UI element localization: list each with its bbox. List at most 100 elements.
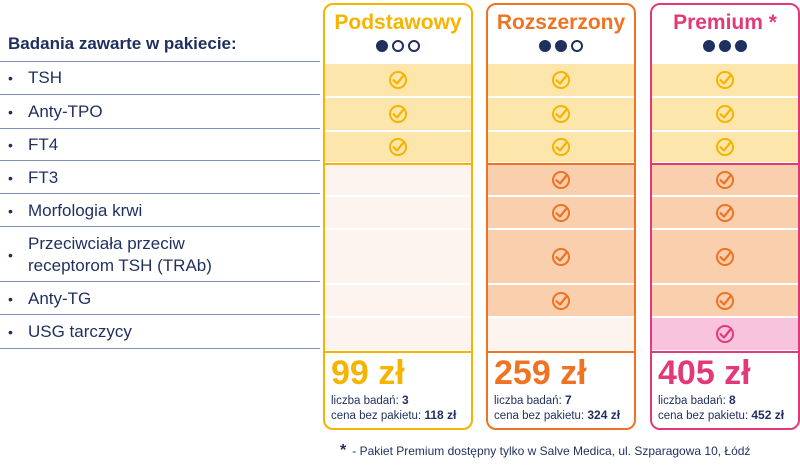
package-level-dots [488, 40, 634, 52]
test-row: • FT4 [0, 130, 320, 161]
table-heading: Badania zawarte w pakiecie: [8, 34, 237, 53]
package-header: Rozszerzony [488, 5, 634, 63]
section-divider [488, 351, 634, 353]
test-row: • Anty-TPO [0, 96, 320, 129]
price-box: 405 zł liczba badań: 8 cena bez pakietu: 4… [658, 353, 792, 423]
section-divider [652, 351, 798, 353]
bullet-icon: • [8, 169, 13, 186]
package-cell [652, 230, 798, 284]
test-label: FT3 [28, 167, 59, 187]
test-row: • TSH [0, 62, 320, 95]
check-icon [552, 170, 570, 189]
check-icon [716, 71, 734, 89]
test-row: • Morfologia krwi [0, 195, 320, 227]
bullet-icon: • [8, 104, 13, 120]
level-dot-icon [571, 40, 583, 52]
package-cell [488, 64, 634, 97]
bullet-icon: • [8, 202, 13, 219]
full-price-label: cena bez pakietu: [658, 410, 749, 422]
test-count-value: 8 [728, 393, 736, 407]
package-cell [488, 197, 634, 229]
test-label: TSH [28, 68, 62, 87]
full-price-value: 452 zł [751, 408, 785, 422]
package-level-dots [652, 40, 798, 52]
test-row: • Anty-TG [0, 283, 320, 315]
package-cell [488, 230, 634, 284]
package-cell [488, 318, 634, 351]
full-price-line: cena bez pakietu: 324 zł [494, 408, 628, 423]
check-icon [716, 203, 734, 222]
footnote: * - Pakiet Premium dostępny tylko w Salve… [340, 442, 750, 460]
check-icon [389, 138, 407, 156]
check-icon [389, 105, 407, 123]
test-count-line: liczba badań: 7 [494, 393, 628, 408]
package-name: Podstawowy [334, 11, 462, 34]
package-cell [652, 164, 798, 196]
test-label: Przeciwciała przeciw receptorom TSH (TRA… [28, 233, 212, 275]
test-count-value: 3 [401, 393, 409, 407]
package-header: Podstawowy [325, 5, 471, 63]
test-label: Anty-TPO [28, 102, 103, 121]
level-dot-icon [555, 40, 567, 52]
section-divider [652, 163, 798, 165]
check-icon [716, 291, 734, 310]
package-header: Premium * [652, 5, 798, 63]
test-row: • USG tarczycy [0, 316, 320, 349]
package-cell [325, 318, 471, 351]
test-label: USG tarczycy [28, 322, 132, 341]
check-icon [552, 247, 570, 266]
full-price-label: cena bez pakietu: [494, 410, 585, 422]
test-count-line: liczba badań: 8 [658, 393, 792, 408]
package-cell [325, 132, 471, 163]
level-dot-icon [376, 40, 388, 52]
test-count-label: liczba badań: [331, 395, 399, 407]
package-price: 259 zł [494, 354, 587, 392]
package-level-dots [325, 40, 471, 52]
check-icon [389, 71, 407, 89]
section-divider [325, 351, 471, 353]
package-cell [652, 318, 798, 351]
level-dot-icon [719, 40, 731, 52]
check-icon [716, 325, 734, 343]
test-label: Morfologia krwi [28, 200, 143, 220]
test-label: Anty-TG [28, 288, 92, 308]
section-divider [488, 163, 634, 165]
check-icon [716, 138, 734, 156]
package-cell [488, 98, 634, 131]
bullet-icon: • [8, 137, 13, 153]
test-row: • FT3 [0, 162, 320, 194]
check-icon [716, 105, 734, 123]
package-cell [325, 98, 471, 131]
package-cell [325, 230, 471, 284]
package-column-2: Premium * 405 zł liczba badań: 8 cena bez p… [650, 3, 800, 430]
package-cell [652, 64, 798, 97]
check-icon [716, 247, 734, 266]
test-count-label: liczba badań: [494, 395, 562, 407]
package-cell [325, 64, 471, 97]
full-price-value: 118 zł [424, 408, 457, 422]
footnote-text: - Pakiet Premium dostępny tylko w Salve … [352, 444, 751, 458]
check-icon [552, 203, 570, 222]
package-cell [652, 132, 798, 163]
package-cell [652, 197, 798, 229]
level-dot-icon [392, 40, 404, 52]
bullet-icon: • [8, 290, 13, 307]
section-divider [325, 163, 471, 165]
bullet-icon: • [8, 70, 13, 86]
package-column-1: Rozszerzony 259 zł liczba badań: 7 cena bez… [486, 3, 636, 430]
test-row: • Przeciwciała przeciw receptorom TSH (TR… [0, 228, 320, 282]
level-dot-icon [539, 40, 551, 52]
package-cell [325, 164, 471, 196]
package-cell [652, 98, 798, 131]
price-box: 99 zł liczba badań: 3 cena bez pakietu: 11… [331, 353, 465, 423]
bullet-icon: • [8, 324, 13, 340]
footnote-star: * [340, 442, 347, 459]
package-cell [488, 164, 634, 196]
price-box: 259 zł liczba badań: 7 cena bez pakietu: 3… [494, 353, 628, 423]
package-price: 405 zł [658, 354, 751, 392]
package-name: Premium * [673, 11, 777, 34]
full-price-line: cena bez pakietu: 118 zł [331, 408, 465, 423]
package-cell [325, 197, 471, 229]
package-price: 99 zł [331, 354, 405, 392]
test-label: FT4 [28, 135, 59, 154]
